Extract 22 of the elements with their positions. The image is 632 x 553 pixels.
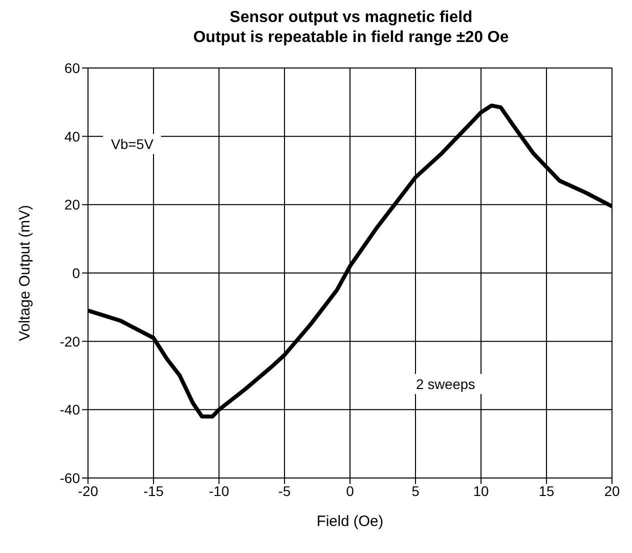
x-tick-label: -5: [278, 482, 291, 499]
y-tick-label: -20: [60, 333, 80, 350]
x-tick-label: -15: [143, 482, 164, 499]
chart-subtitle: Output is repeatable in field range ±20 Oe: [192, 28, 510, 48]
x-axis-title: Field (Oe): [316, 513, 384, 530]
y-tick-label: 60: [64, 60, 80, 76]
y-tick-label: -40: [60, 402, 80, 418]
x-tick-label: 20: [604, 482, 620, 499]
x-tick-label: 5: [412, 482, 420, 499]
x-tick-label: -10: [208, 482, 230, 499]
x-tick-label: 10: [473, 482, 489, 499]
x-tick-label: 15: [538, 482, 554, 499]
y-tick-label: -60: [60, 470, 80, 486]
y-tick-label: 20: [64, 196, 80, 213]
annotation: Vb=5V: [103, 134, 162, 154]
y-tick-label: 40: [64, 128, 80, 144]
x-tick-label: 0: [346, 482, 354, 499]
x-tick-label: -20: [78, 482, 98, 499]
y-tick-label: 0: [72, 264, 80, 281]
chart-title: Sensor output vs magnetic field: [228, 8, 474, 28]
y-axis-title: Voltage Output (mV): [16, 205, 34, 341]
annotation: 2 sweeps: [408, 374, 484, 394]
